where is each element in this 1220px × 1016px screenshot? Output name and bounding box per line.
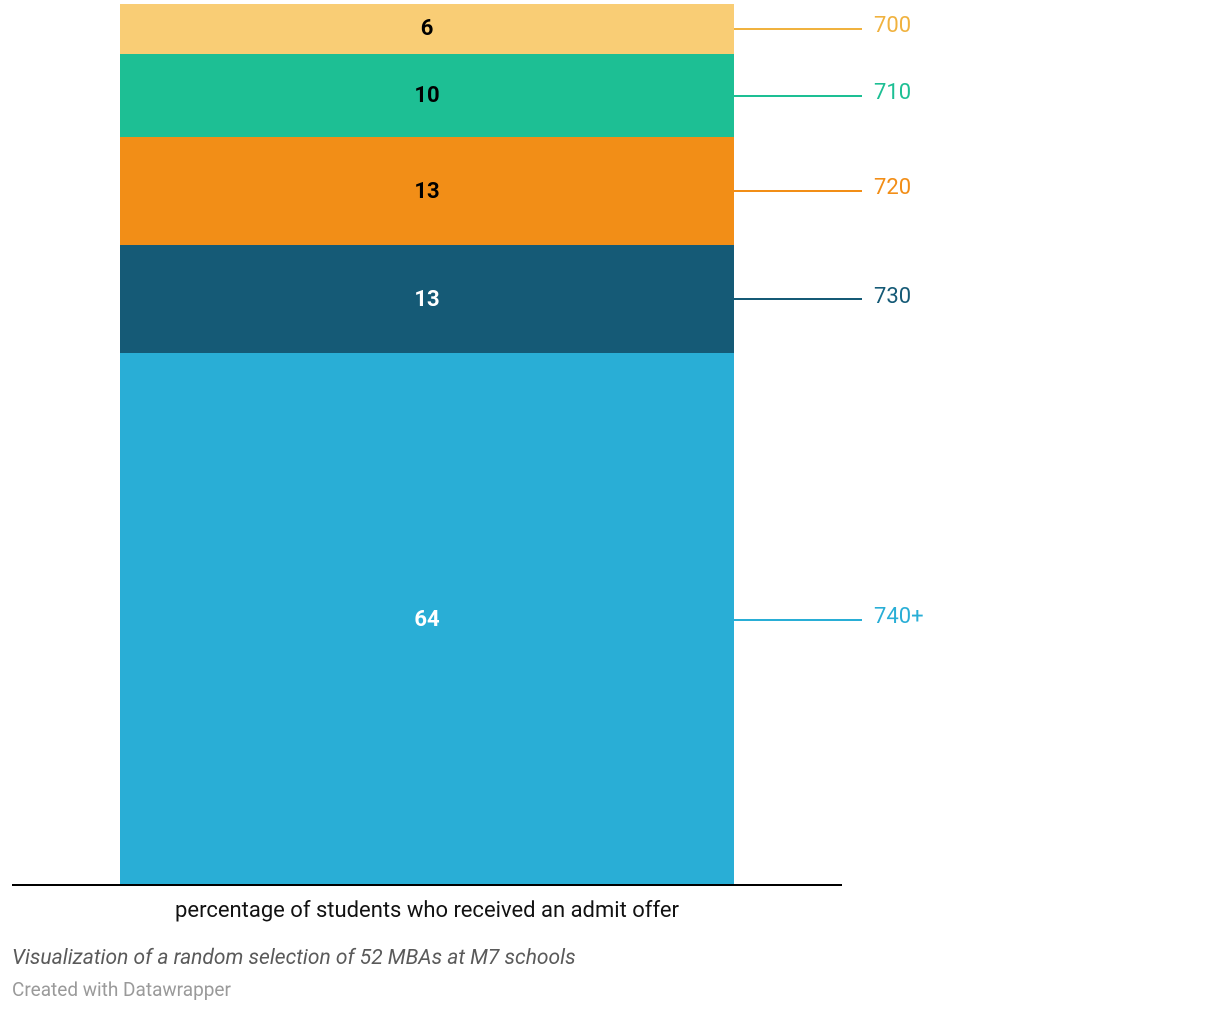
- category-label: 700: [874, 13, 911, 38]
- bar-segment: 13: [120, 137, 734, 245]
- category-label: 710: [874, 80, 911, 105]
- bar-segment-value: 13: [414, 179, 439, 204]
- bar-segment: 6: [120, 4, 734, 54]
- bar-segment-value: 64: [414, 607, 439, 632]
- chart-area: 6 10 13 13 64 700 710 720 730 740+: [12, 4, 1208, 886]
- category-label: 730: [874, 284, 911, 309]
- connector-line: [734, 95, 862, 97]
- bar-segment-value: 10: [414, 83, 439, 108]
- bar-segment: 64: [120, 353, 734, 886]
- connector-line: [734, 619, 862, 621]
- connector-line: [734, 298, 862, 300]
- x-axis-label: percentage of students who received an a…: [120, 898, 734, 923]
- baseline-axis: [12, 884, 842, 886]
- category-label: 720: [874, 175, 911, 200]
- bar-segment-value: 13: [414, 287, 439, 312]
- stacked-bar: 6 10 13 13 64: [120, 4, 734, 886]
- bar-segment: 13: [120, 245, 734, 353]
- chart-container: 610131364 700710720730740+ percentage of…: [12, 4, 1208, 886]
- bar-segment: 10: [120, 54, 734, 137]
- chart-credit: Created with Datawrapper: [12, 978, 231, 1001]
- bar-segment-value: 6: [421, 16, 434, 41]
- connector-line: [734, 190, 862, 192]
- connector-line: [734, 28, 862, 30]
- chart-caption: Visualization of a random selection of 5…: [12, 946, 576, 970]
- category-label: 740+: [874, 604, 924, 629]
